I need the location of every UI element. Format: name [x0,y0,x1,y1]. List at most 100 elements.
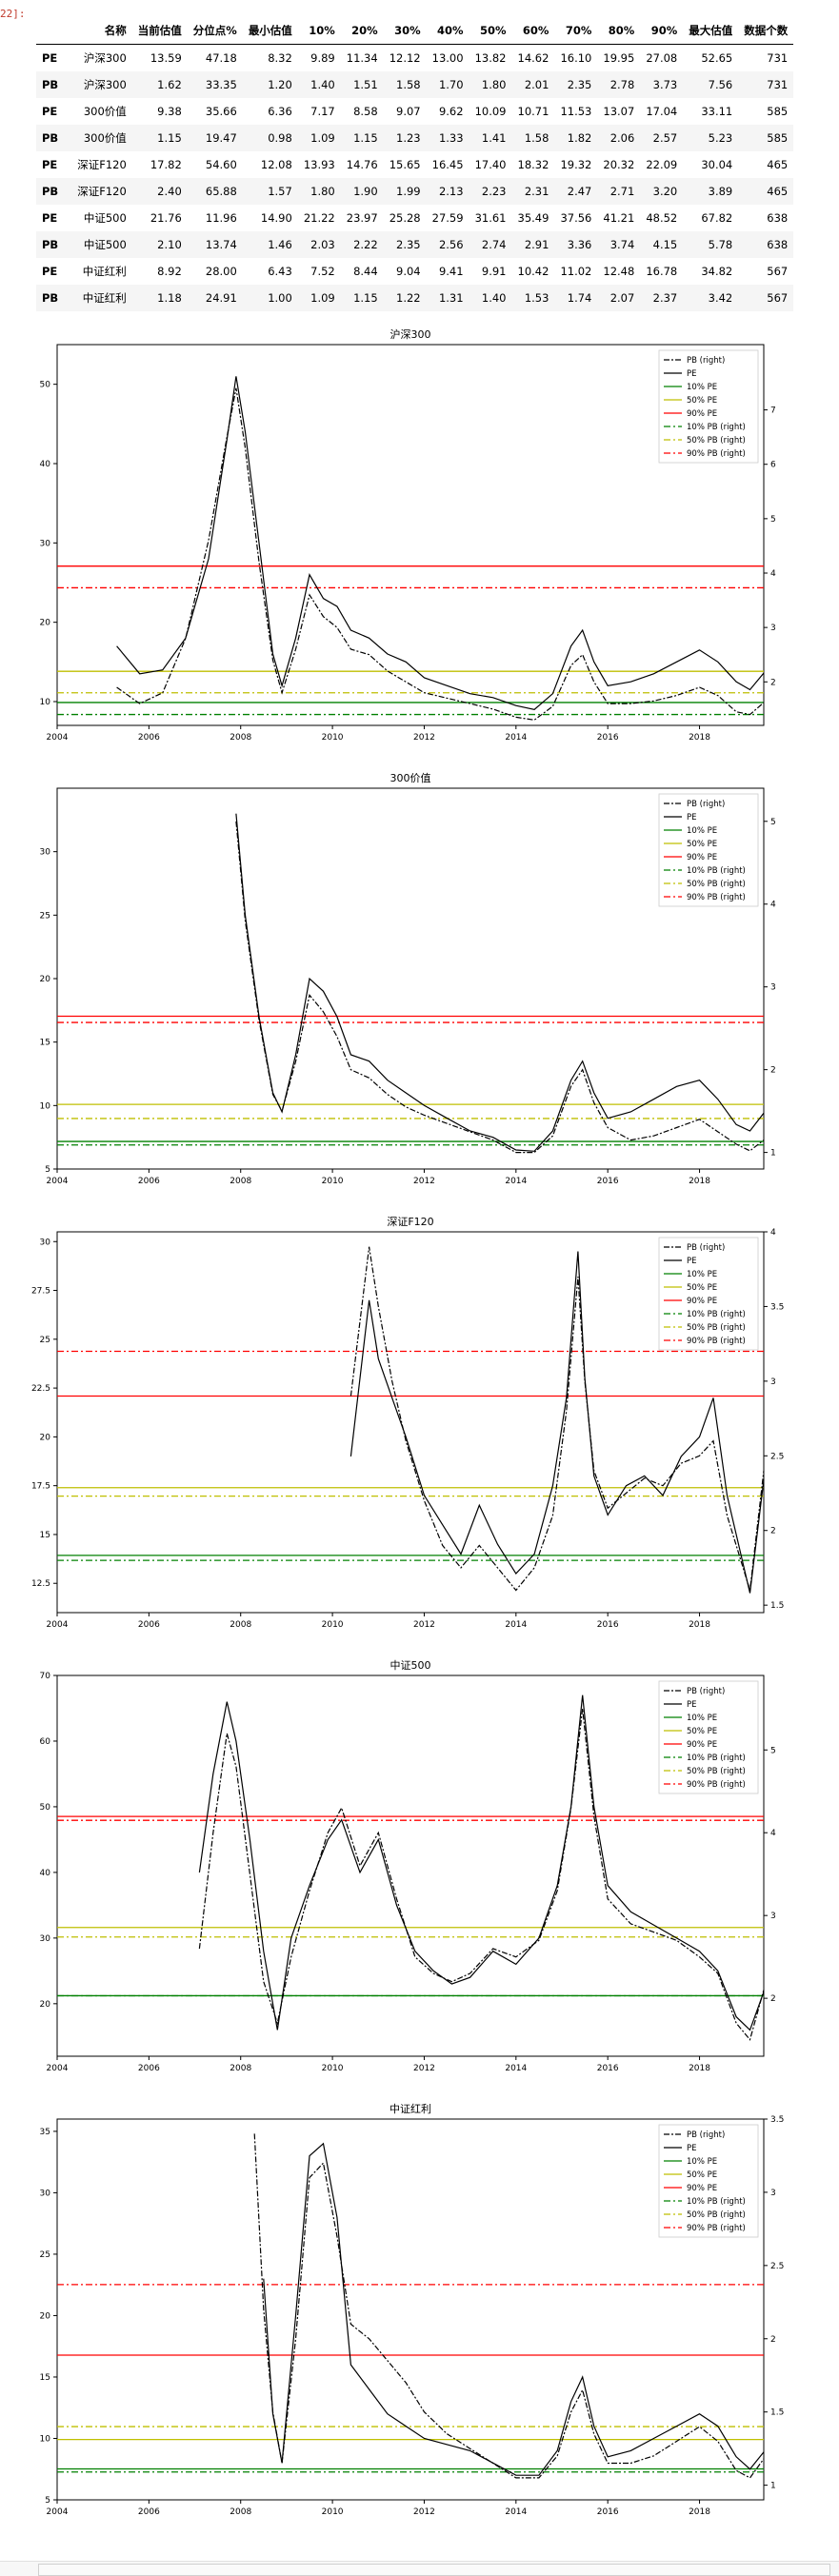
table-header-row: 名称 当前估值 分位点% 最小估值 10% 20% 30% 40% 50% 60… [36,17,794,45]
legend-label: PE [687,813,697,822]
y-right-tick-label: 2 [770,1066,776,1076]
table-cell: 1.99 [383,178,427,205]
table-cell: 深证F120 [71,178,132,205]
table-row: PB 中证红利 1.18 24.91 1.00 1.09 1.15 1.22 1.31 1.40 1… [36,285,794,311]
table-cell: 9.41 [438,265,464,278]
y-right-tick-label: 2 [770,678,776,687]
column-header: 当前估值 [131,17,188,45]
table-cell: 1.31 [426,285,469,311]
column-header: 60% [511,17,555,45]
table-cell: 41.21 [603,211,635,225]
table-cell: 1.00 [242,285,298,311]
table-cell: 638 [767,211,789,225]
table-row: PE 深证F120 17.82 54.60 12.08 13.93 14.76 15.65 16… [36,151,793,178]
code-cell-input[interactable] [38,2564,830,2576]
legend-label: 10% PE [687,383,717,392]
y-tick-label: 10 [40,1101,51,1111]
table-cell: 13.82 [474,51,507,65]
y-tick-label: 5 [45,2496,50,2506]
table-cell: 深证F120 [77,158,127,171]
y-right-tick-label: 4 [770,1829,776,1838]
table-cell: 54.60 [205,158,237,171]
table-cell: 7.52 [310,265,335,278]
table-row: PE 中证红利 8.92 28.00 6.43 7.52 8.44 9.04 9.41 9.91 1… [36,258,793,285]
table-cell: 3.20 [640,178,684,205]
y-right-tick-label: 4 [770,1228,776,1238]
table-cell: 2.31 [511,178,555,205]
legend-label: PB (right) [687,356,725,366]
pe-line [198,1694,765,2031]
chart-svg: 深证F120 2004 2006 2008 2010 2012 2014 2016 2018 12… [31,1216,784,1630]
table-cell: 10.09 [474,105,507,118]
table-cell: 5.23 [683,125,739,151]
table-cell: 2.10 [131,231,188,258]
legend-label: 90% PB (right) [687,2224,746,2233]
y-tick-label: 60 [40,1737,51,1747]
table-cell: 5.78 [683,231,739,258]
y-tick-label: 40 [40,460,51,469]
x-tick-label: 2012 [413,1620,435,1630]
x-tick-label: 2016 [597,1620,619,1630]
table-cell: 12.48 [603,265,635,278]
y-tick-label: 15 [40,1039,50,1048]
legend-label: 10% PB (right) [687,866,746,876]
y-tick-label: 10 [40,2434,51,2444]
y-tick-label: 20 [40,619,51,628]
chart-hs300: 沪深300 2004 2006 2008 2010 2012 2014 2016 2018 10 2… [0,320,839,758]
legend-label: 50% PE [687,1283,717,1293]
legend-label: PE [687,369,697,379]
column-header: 30% [383,17,427,45]
column-header [36,17,72,45]
table-cell: 8.58 [353,105,378,118]
table-cell: 16.45 [431,158,464,171]
column-header: 80% [597,17,641,45]
pe-line [350,1251,765,1594]
y-right-tick-label: 5 [770,1746,776,1755]
x-tick-label: 2016 [597,733,619,743]
next-cell[interactable] [0,2561,839,2576]
x-tick-label: 2006 [138,733,160,743]
table-cell: 13.07 [603,105,635,118]
table-cell: 中证500 [71,231,132,258]
table-cell: 7.56 [683,71,739,98]
y-tick-label: 25 [40,2250,50,2260]
chart-csi500: 中证500 2004 2006 2008 2010 2012 2014 2016 2018 20 3… [0,1651,839,2089]
y-tick-label: 10 [40,698,51,707]
table-cell: 37.56 [560,211,592,225]
table-cell: 11.53 [560,105,592,118]
legend-label: 90% PB (right) [687,1780,746,1790]
y-tick-label: 20 [40,2311,51,2321]
table-cell: 9.07 [396,105,421,118]
y-right-tick-label: 3.5 [770,1302,784,1312]
y-tick-label: 30 [40,1934,51,1944]
legend-label: 90% PE [687,1297,717,1306]
table-cell: 1.58 [511,125,555,151]
legend-label: 10% PB (right) [687,2197,746,2207]
x-tick-label: 2016 [597,2507,619,2517]
table-cell: 沪深300 [83,51,127,65]
table-cell: 2.03 [297,231,341,258]
table-cell: 19.95 [603,51,635,65]
table-cell: 300价值 [71,125,132,151]
x-tick-label: 2008 [230,733,251,743]
x-tick-label: 2004 [47,1177,69,1186]
y-tick-label: 25 [40,1336,50,1345]
legend-label: 90% PE [687,409,717,419]
x-tick-label: 2012 [413,733,435,743]
plot-frame [56,1674,765,2057]
table-cell: 731 [767,51,789,65]
plot-frame [56,344,765,726]
table-cell: 2.57 [640,125,684,151]
table-cell: 2.07 [597,285,641,311]
table-cell: 1.40 [469,285,512,311]
table-cell: 23.97 [346,211,378,225]
row-label: PB [36,125,72,151]
table-cell: 2.47 [554,178,598,205]
table-cell: 14.76 [346,158,378,171]
table-cell: 17.04 [646,105,678,118]
table-cell: 1.80 [297,178,341,205]
table-cell: 567 [738,285,794,311]
table-cell: 3.73 [640,71,684,98]
x-tick-label: 2014 [505,2507,527,2517]
table-cell: 19.47 [187,125,243,151]
